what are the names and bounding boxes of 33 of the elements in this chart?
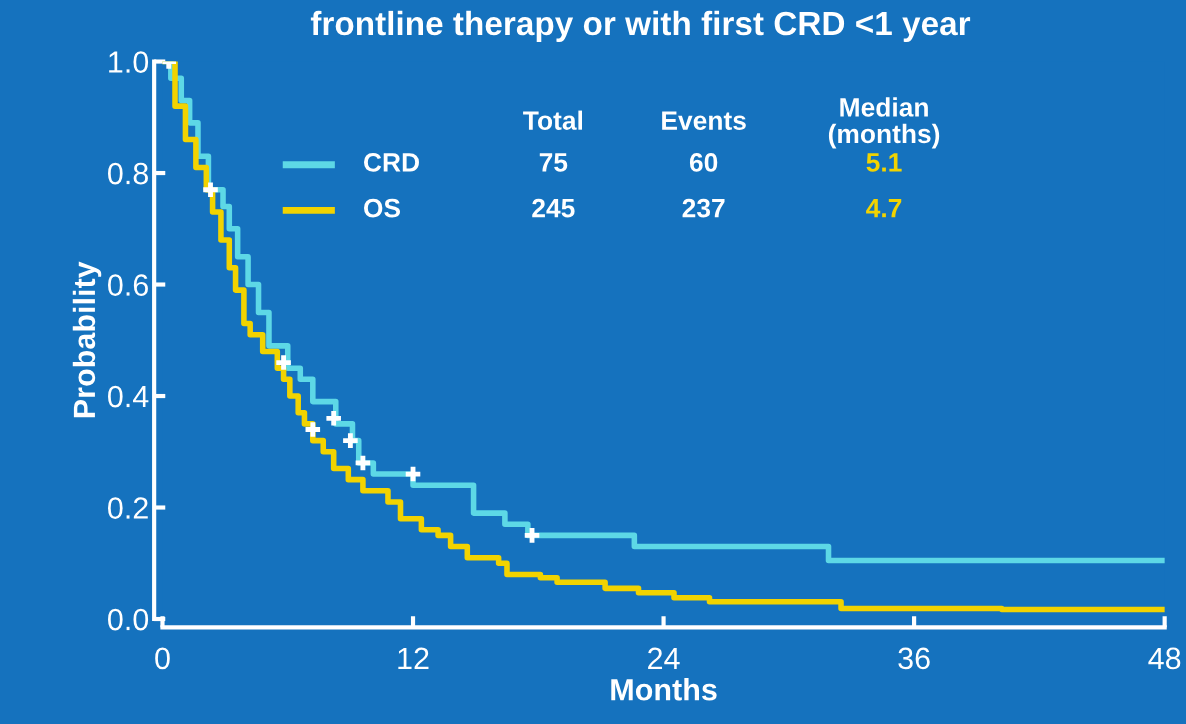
y-tick-label: 0.8	[108, 162, 148, 185]
point	[305, 422, 321, 437]
point	[326, 411, 341, 426]
x-tick-label: 12	[398, 647, 429, 669]
annotation: 4.7	[866, 199, 902, 218]
x-tick-label: 36	[898, 647, 930, 670]
annotation: 5.1	[866, 153, 902, 172]
point	[355, 455, 371, 471]
x-axis-title: Months	[611, 678, 717, 701]
y-tick-label: 1.0	[109, 51, 149, 73]
y-tick-label: 0.0	[108, 608, 149, 631]
chart-title: frontline therapy or with first CRD <1 year	[310, 10, 971, 42]
y-tick-label: 0.2	[108, 497, 148, 519]
y-tick-label: 0.4	[108, 385, 149, 408]
y-tick-label: 0.6	[108, 274, 148, 296]
point	[343, 433, 358, 448]
point	[276, 355, 291, 370]
annotation: Total	[523, 110, 583, 130]
y-axis-title: Probability	[72, 261, 102, 418]
point	[524, 528, 540, 543]
annotation: 60	[689, 153, 718, 172]
point	[203, 182, 218, 198]
annotation: Median (months)	[828, 97, 940, 149]
point	[405, 466, 421, 482]
annotation: 75	[539, 153, 568, 172]
legend-label: OS	[364, 198, 401, 218]
x-tick-label: 24	[648, 647, 680, 669]
annotation: 237	[682, 198, 725, 218]
annotation: Events	[662, 111, 746, 130]
x-tick-label: 48	[1148, 647, 1181, 670]
annotation: 245	[532, 198, 575, 218]
legend-label: CRD	[364, 153, 419, 172]
x-tick-label: 0	[155, 647, 170, 670]
